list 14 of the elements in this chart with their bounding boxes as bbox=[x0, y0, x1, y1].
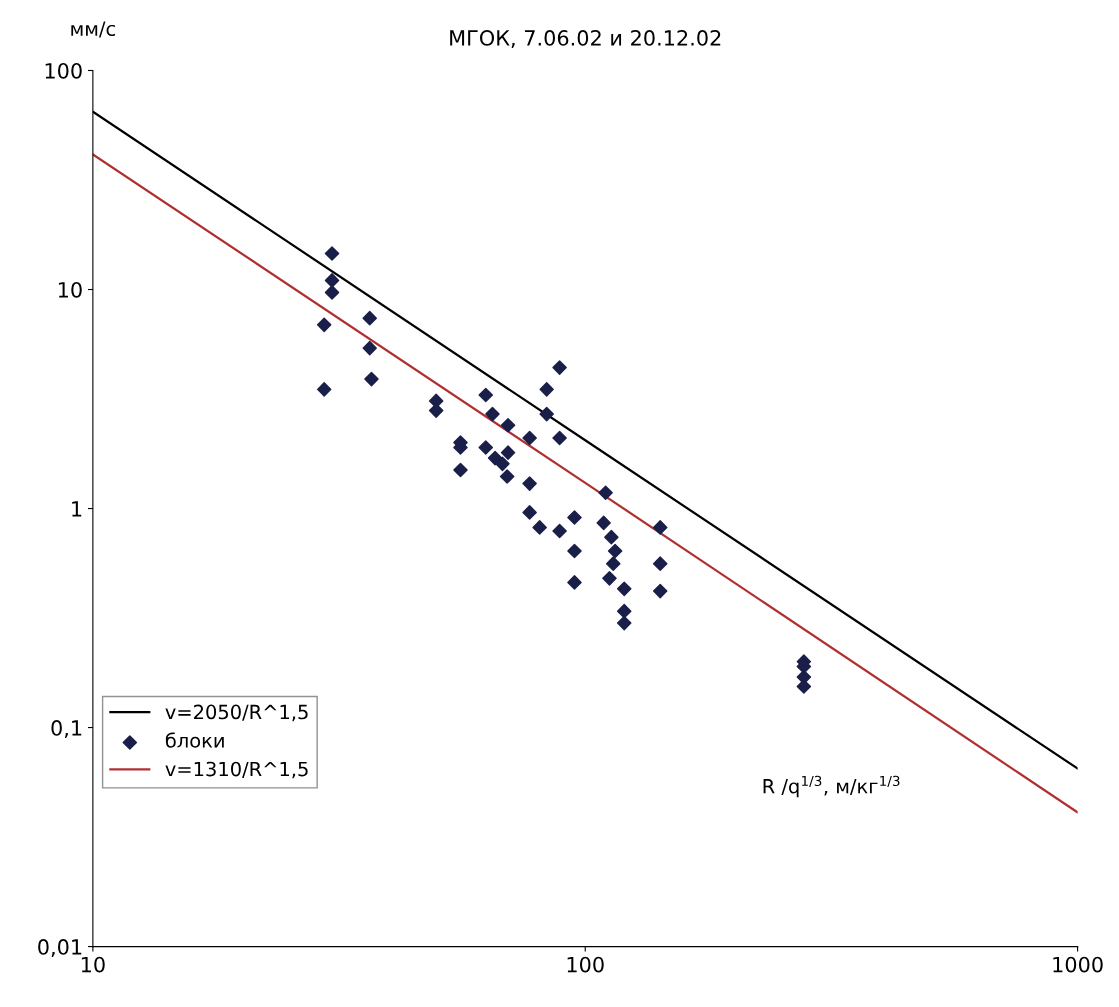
legend-label: v=1310/R^1,5 bbox=[165, 761, 308, 779]
x-tick-label: 100 bbox=[567, 956, 604, 973]
legend-label: блоки bbox=[165, 732, 224, 748]
y-tick-label: 1 bbox=[72, 501, 82, 517]
chart-title: МГОК, 7.06.02 и 20.12.02 bbox=[450, 30, 721, 48]
y-tick-label: 10 bbox=[58, 281, 82, 298]
legend-label: v=2050/R^1,5 bbox=[165, 704, 308, 722]
x-tick-label: 1000 bbox=[1053, 956, 1103, 973]
y-tick-label: 0,1 bbox=[51, 720, 82, 738]
y-axis-title: мм/с bbox=[71, 21, 115, 38]
y-tick-label: 100 bbox=[45, 62, 82, 79]
x-axis-title: R /q$^{1/3}$, м/кг$^{1/3}$ bbox=[763, 775, 900, 798]
y-tick-label: 0,01 bbox=[38, 939, 82, 957]
x-tick-label: 10 bbox=[81, 956, 105, 973]
